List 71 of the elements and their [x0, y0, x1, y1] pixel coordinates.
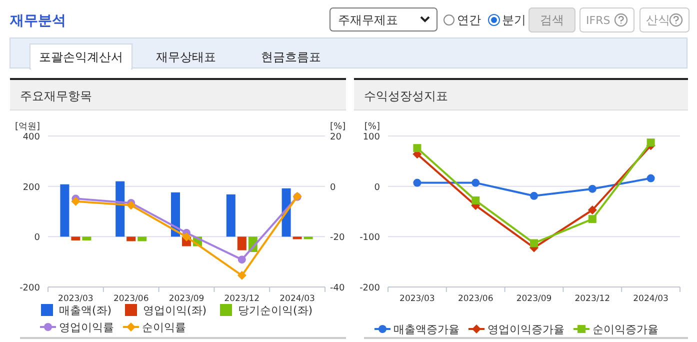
point: [530, 192, 538, 200]
point: [646, 174, 655, 182]
chart-title: 주요재무항목: [20, 89, 92, 103]
x-tick-label: 2024/03: [633, 294, 668, 304]
legend-label: 매출액(좌): [59, 304, 112, 317]
point: [413, 144, 422, 152]
bar: [226, 194, 236, 237]
legend-label: 당기순이익(좌): [238, 304, 313, 317]
legend-label: 매출액증가율: [394, 323, 460, 336]
y-tick-label: 400: [22, 132, 40, 142]
bar: [237, 236, 246, 250]
y-tick-label: -100: [360, 233, 380, 244]
x-tick-label: 2023/12: [224, 294, 260, 304]
y-axis-title: [억원]: [14, 122, 40, 132]
y-tick-label: -200: [360, 284, 380, 294]
bar: [60, 184, 70, 237]
x-tick-label: 2024/03: [280, 294, 315, 304]
y-tick-label: 0: [374, 182, 380, 193]
point: [530, 239, 538, 248]
bar: [71, 236, 80, 240]
text: 분기: [502, 13, 526, 27]
point: [413, 178, 422, 187]
text: 산식: [646, 13, 670, 27]
y-tick-label: 200: [22, 182, 40, 193]
chart-title: 수익성장성지표: [364, 89, 448, 103]
legend-label: 순이익률: [142, 321, 186, 334]
bar: [304, 236, 313, 240]
point: [237, 270, 246, 280]
legend-label: 영업이익(좌): [143, 304, 207, 317]
point: [646, 138, 655, 147]
point: [238, 256, 246, 264]
bar: [116, 181, 125, 237]
point: [588, 184, 596, 193]
text: 포괄손익계산서: [39, 50, 123, 64]
point: [588, 205, 597, 214]
text: 연간: [457, 13, 481, 27]
x-tick-label: 2023/09: [168, 294, 204, 304]
y2-tick-label: -40: [330, 284, 345, 294]
point: [126, 200, 136, 210]
legend-label: 영업이익률: [59, 321, 114, 334]
legend-label: 영업이익증가율: [488, 323, 564, 336]
y2-tick-label: 20: [330, 132, 342, 142]
text: IFRS: [586, 14, 610, 27]
text: 재무분석: [9, 13, 66, 29]
y-tick-label: 100: [362, 132, 380, 142]
y-tick-label: 0: [34, 233, 40, 244]
point: [182, 232, 191, 242]
text: 재무상태표: [156, 50, 216, 64]
text: 검색: [540, 13, 564, 27]
x-tick-label: 2023/03: [400, 294, 435, 304]
x-tick-label: 2023/09: [516, 294, 552, 304]
y-tick-label: -200: [20, 284, 40, 294]
y-axis-title: [%]: [364, 122, 380, 132]
x-tick-label: 2023/03: [58, 294, 94, 304]
y2-tick-label: -20: [330, 233, 345, 244]
bar: [126, 236, 136, 242]
bar: [292, 236, 302, 240]
y2-axis-title: [%]: [330, 122, 346, 132]
text: 주재무제표: [338, 13, 398, 27]
x-tick-label: 2023/12: [574, 294, 610, 304]
bar: [138, 236, 147, 242]
x-tick-label: 2023/06: [458, 294, 494, 304]
point: [71, 196, 80, 206]
x-tick-label: 2023/06: [113, 294, 149, 304]
y2-tick-label: 0: [330, 182, 336, 193]
text: 현금흐름표: [261, 50, 321, 64]
point: [472, 178, 480, 187]
point: [588, 215, 596, 224]
legend-label: 순이익증가율: [592, 323, 658, 336]
bar: [82, 236, 92, 240]
point: [472, 196, 480, 204]
